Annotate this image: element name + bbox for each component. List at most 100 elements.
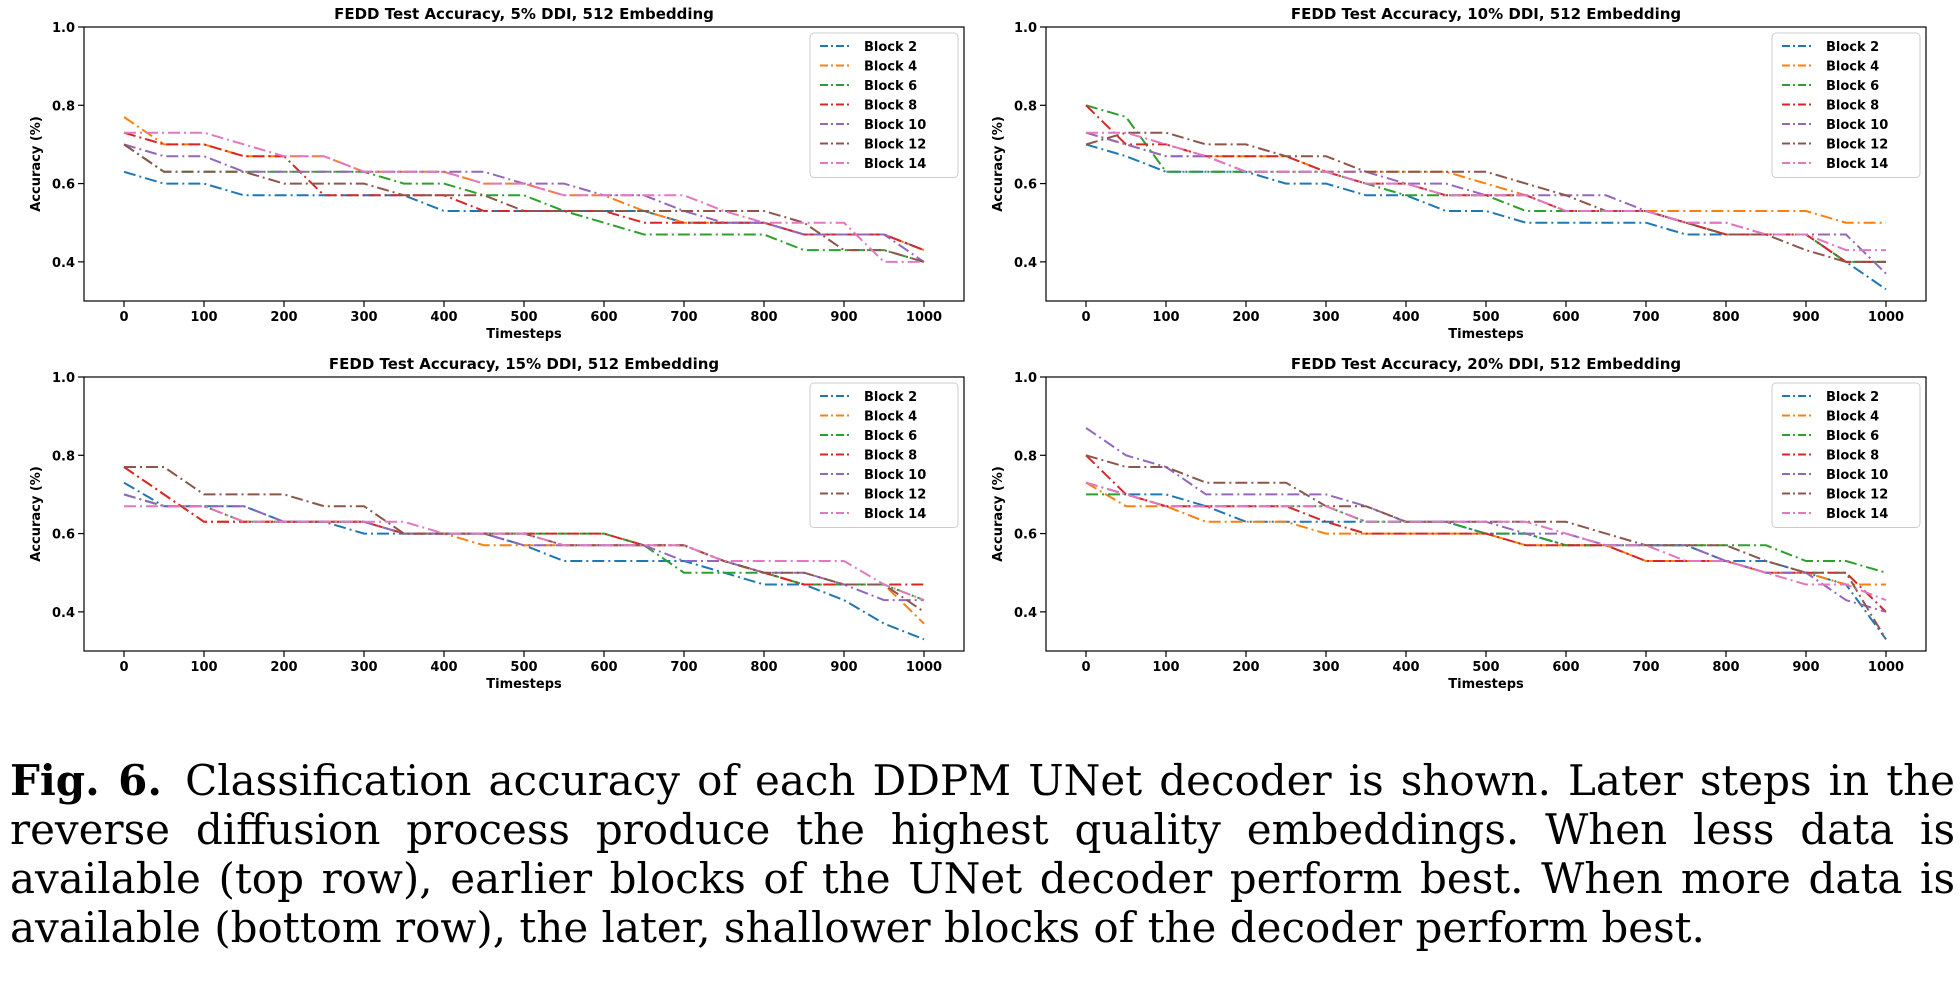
figure-caption: Fig. 6. Classification accuracy of each … [10,756,1955,952]
y-axis-label: Accuracy (%) [29,116,44,212]
x-tick-label: 400 [1392,660,1419,675]
series-line-block-14 [124,131,924,263]
series-line-block-12 [123,143,925,263]
x-tick-label: 600 [1552,310,1579,325]
chart-panel-2: FEDD Test Accuracy, 10% DDI, 512 Embeddi… [991,5,1927,342]
series-line-block-12 [124,466,925,613]
y-tick-label: 0.6 [52,528,75,543]
x-tick-label: 200 [270,660,297,675]
legend-box [809,32,959,178]
x-tick-label: 500 [510,310,537,325]
series-line-block-2 [1085,481,1887,640]
y-tick-label: 0.4 [1014,606,1037,621]
legend-box [809,382,959,528]
x-tick-label: 0 [119,310,128,325]
legend-label: Block 4 [1826,410,1879,425]
x-tick-label: 400 [430,660,457,675]
series-line-block-4 [1085,481,1886,586]
x-tick-label: 1000 [1868,660,1904,675]
series-line-block-6 [123,143,925,263]
x-tick-label: 200 [1232,310,1259,325]
x-axis-label: Timesteps [486,327,562,342]
legend-label: Block 10 [1826,468,1888,483]
caption-text: Classification accuracy of each DDPM UNe… [10,756,1956,952]
legend-label: Block 4 [864,410,917,425]
x-tick-label: 100 [1152,310,1179,325]
legend-label: Block 8 [864,99,917,114]
series-line-block-14 [1086,131,1886,252]
series-line-block-8 [1085,454,1887,613]
chart-panel-3: FEDD Test Accuracy, 15% DDI, 512 Embeddi… [29,355,965,692]
legend-label: Block 12 [864,488,926,503]
x-tick-label: 500 [1472,660,1499,675]
x-tick-label: 1000 [906,310,942,325]
legend-label: Block 4 [1826,60,1879,75]
legend-label: Block 6 [1826,429,1879,444]
y-tick-label: 1.0 [52,21,75,36]
series-line-block-8 [123,131,925,252]
x-tick-label: 700 [670,660,697,675]
series-line-block-14 [1085,481,1887,602]
chart-legend: Block 2 Block 4 Block 6 Block 8 Block 10 Bloc… [1771,32,1921,178]
legend-label: Block 12 [1826,488,1888,503]
series-line-block-2 [1085,143,1887,291]
y-tick-label: 0.8 [52,449,75,464]
legend-label: Block 14 [864,157,926,172]
legend-label: Block 2 [1826,40,1879,55]
x-tick-label: 600 [1552,660,1579,675]
x-axis-label: Timesteps [1448,327,1524,342]
y-tick-label: 1.0 [52,371,75,386]
chart-legend: Block 2 Block 4 Block 6 Block 8 Block 10 Bloc… [809,382,959,528]
y-tick-label: 0.6 [52,178,75,193]
legend-label: Block 2 [1826,390,1879,405]
legend-box [1771,382,1921,528]
series-line-block-12 [1085,454,1887,640]
x-tick-label: 300 [1312,660,1339,675]
y-axis-label: Accuracy (%) [991,466,1006,562]
y-tick-label: 0.4 [52,256,75,271]
chart-legend: Block 2 Block 4 Block 6 Block 8 Block 10 Bloc… [809,32,959,178]
x-tick-label: 800 [1712,660,1739,675]
y-tick-label: 0.8 [1014,449,1037,464]
legend-label: Block 12 [1826,138,1888,153]
x-tick-label: 600 [590,660,617,675]
x-tick-label: 600 [590,310,617,325]
legend-label: Block 14 [864,507,926,522]
x-axis-label: Timesteps [1448,677,1524,692]
legend-label: Block 6 [864,79,917,94]
series-line-block-8 [123,466,924,586]
series-line-block-10 [1085,427,1887,613]
x-tick-label: 100 [1152,660,1179,675]
series-line-block-12 [1085,131,1886,263]
legend-label: Block 10 [864,468,926,483]
legend-label: Block 4 [864,60,917,75]
x-tick-label: 200 [1232,660,1259,675]
legend-box [1771,32,1921,178]
caption-label: Fig. 6. [10,756,162,805]
x-tick-label: 100 [190,660,217,675]
x-tick-label: 700 [670,310,697,325]
y-tick-label: 0.6 [1014,178,1037,193]
x-tick-label: 200 [270,310,297,325]
x-tick-label: 900 [1792,660,1819,675]
legend-label: Block 8 [1826,449,1879,464]
x-tick-label: 700 [1632,310,1659,325]
x-tick-label: 100 [190,310,217,325]
x-tick-label: 300 [350,310,377,325]
x-tick-label: 400 [1392,310,1419,325]
legend-label: Block 14 [1826,507,1888,522]
x-tick-label: 900 [830,310,857,325]
chart-title: FEDD Test Accuracy, 15% DDI, 512 Embeddi… [329,355,719,373]
chart-title: FEDD Test Accuracy, 10% DDI, 512 Embeddi… [1291,5,1681,23]
x-tick-label: 900 [1792,310,1819,325]
y-tick-label: 0.6 [1014,528,1037,543]
chart-legend: Block 2 Block 4 Block 6 Block 8 Block 10 Bloc… [1771,382,1921,528]
x-tick-label: 1000 [906,660,942,675]
series-line-block-4 [123,466,925,625]
series-line-block-6 [1085,104,1886,263]
y-axis-label: Accuracy (%) [29,466,44,562]
x-tick-label: 900 [830,660,857,675]
y-axis-label: Accuracy (%) [991,116,1006,212]
x-tick-label: 800 [750,310,777,325]
x-tick-label: 800 [1712,310,1739,325]
